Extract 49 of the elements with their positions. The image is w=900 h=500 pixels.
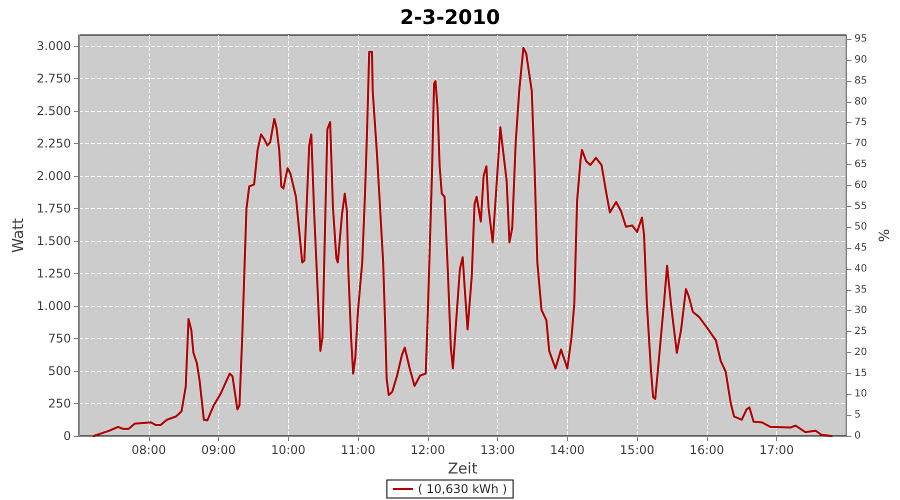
x-tick-label: 09:00 [201,443,236,457]
y2-tick-label: 95 [854,34,868,45]
y2-axis-title: % [877,228,893,242]
x-tick-label: 10:00 [270,443,306,457]
y2-tick-label: 0 [854,430,861,442]
y2-tick-label: 10 [854,388,868,400]
y-axis-title: Watt [9,218,28,253]
y2-tick-label: 55 [854,200,868,212]
y-tick-label: 1.250 [36,266,71,281]
y-tick-label: 0 [63,429,71,443]
y-tick-label: 2.500 [36,104,71,118]
y2-tick-label: 50 [854,222,868,233]
x-tick-label: 13:00 [480,443,515,457]
x-tick-label: 15:00 [620,443,654,457]
y2-tick-label: 75 [854,117,868,128]
y2-tick-label: 20 [854,346,868,358]
y-tick-label: 2.000 [36,169,71,184]
y2-tick-label: 5 [854,410,861,421]
y-tick-label: 2.750 [36,72,71,86]
y2-tick-label: 80 [854,96,868,108]
y-tick-label: 2.250 [36,136,71,151]
legend-label: ( 10,630 kWh ) [418,482,508,496]
y2-tick-label: 70 [854,138,868,150]
x-tick-label: 16:00 [690,443,724,457]
x-axis-title: Zeit [448,459,478,478]
y-tick-label: 1.000 [36,299,71,314]
y2-tick-label: 60 [854,180,868,191]
y-tick-label: 250 [48,396,71,411]
y2-tick-label: 40 [854,263,868,274]
y2-tick-label: 85 [854,75,868,86]
y2-tick-label: 45 [854,242,868,254]
y2-tick-label: 65 [854,158,868,170]
x-tick-label: 11:00 [340,443,376,457]
line-series [92,47,833,437]
x-tick-label: 12:00 [410,443,446,457]
y2-tick-label: 15 [854,368,868,379]
y-tick-label: 1.500 [36,234,71,248]
y-tick-label: 500 [48,364,71,378]
y-tick-label: 750 [48,332,71,346]
x-tick-label: 08:00 [131,443,166,457]
y2-tick-label: 25 [854,326,868,338]
x-tick-label: 17:00 [759,443,794,457]
x-tick-label: 14:00 [550,443,585,457]
y-tick-label: 1.750 [36,202,71,216]
chart-title: 2-3-2010 [400,5,500,29]
y2-tick-label: 30 [854,305,868,316]
y2-tick-label: 90 [854,54,868,66]
y2-tick-label: 35 [854,284,868,296]
y-tick-label: 3.000 [36,39,71,54]
